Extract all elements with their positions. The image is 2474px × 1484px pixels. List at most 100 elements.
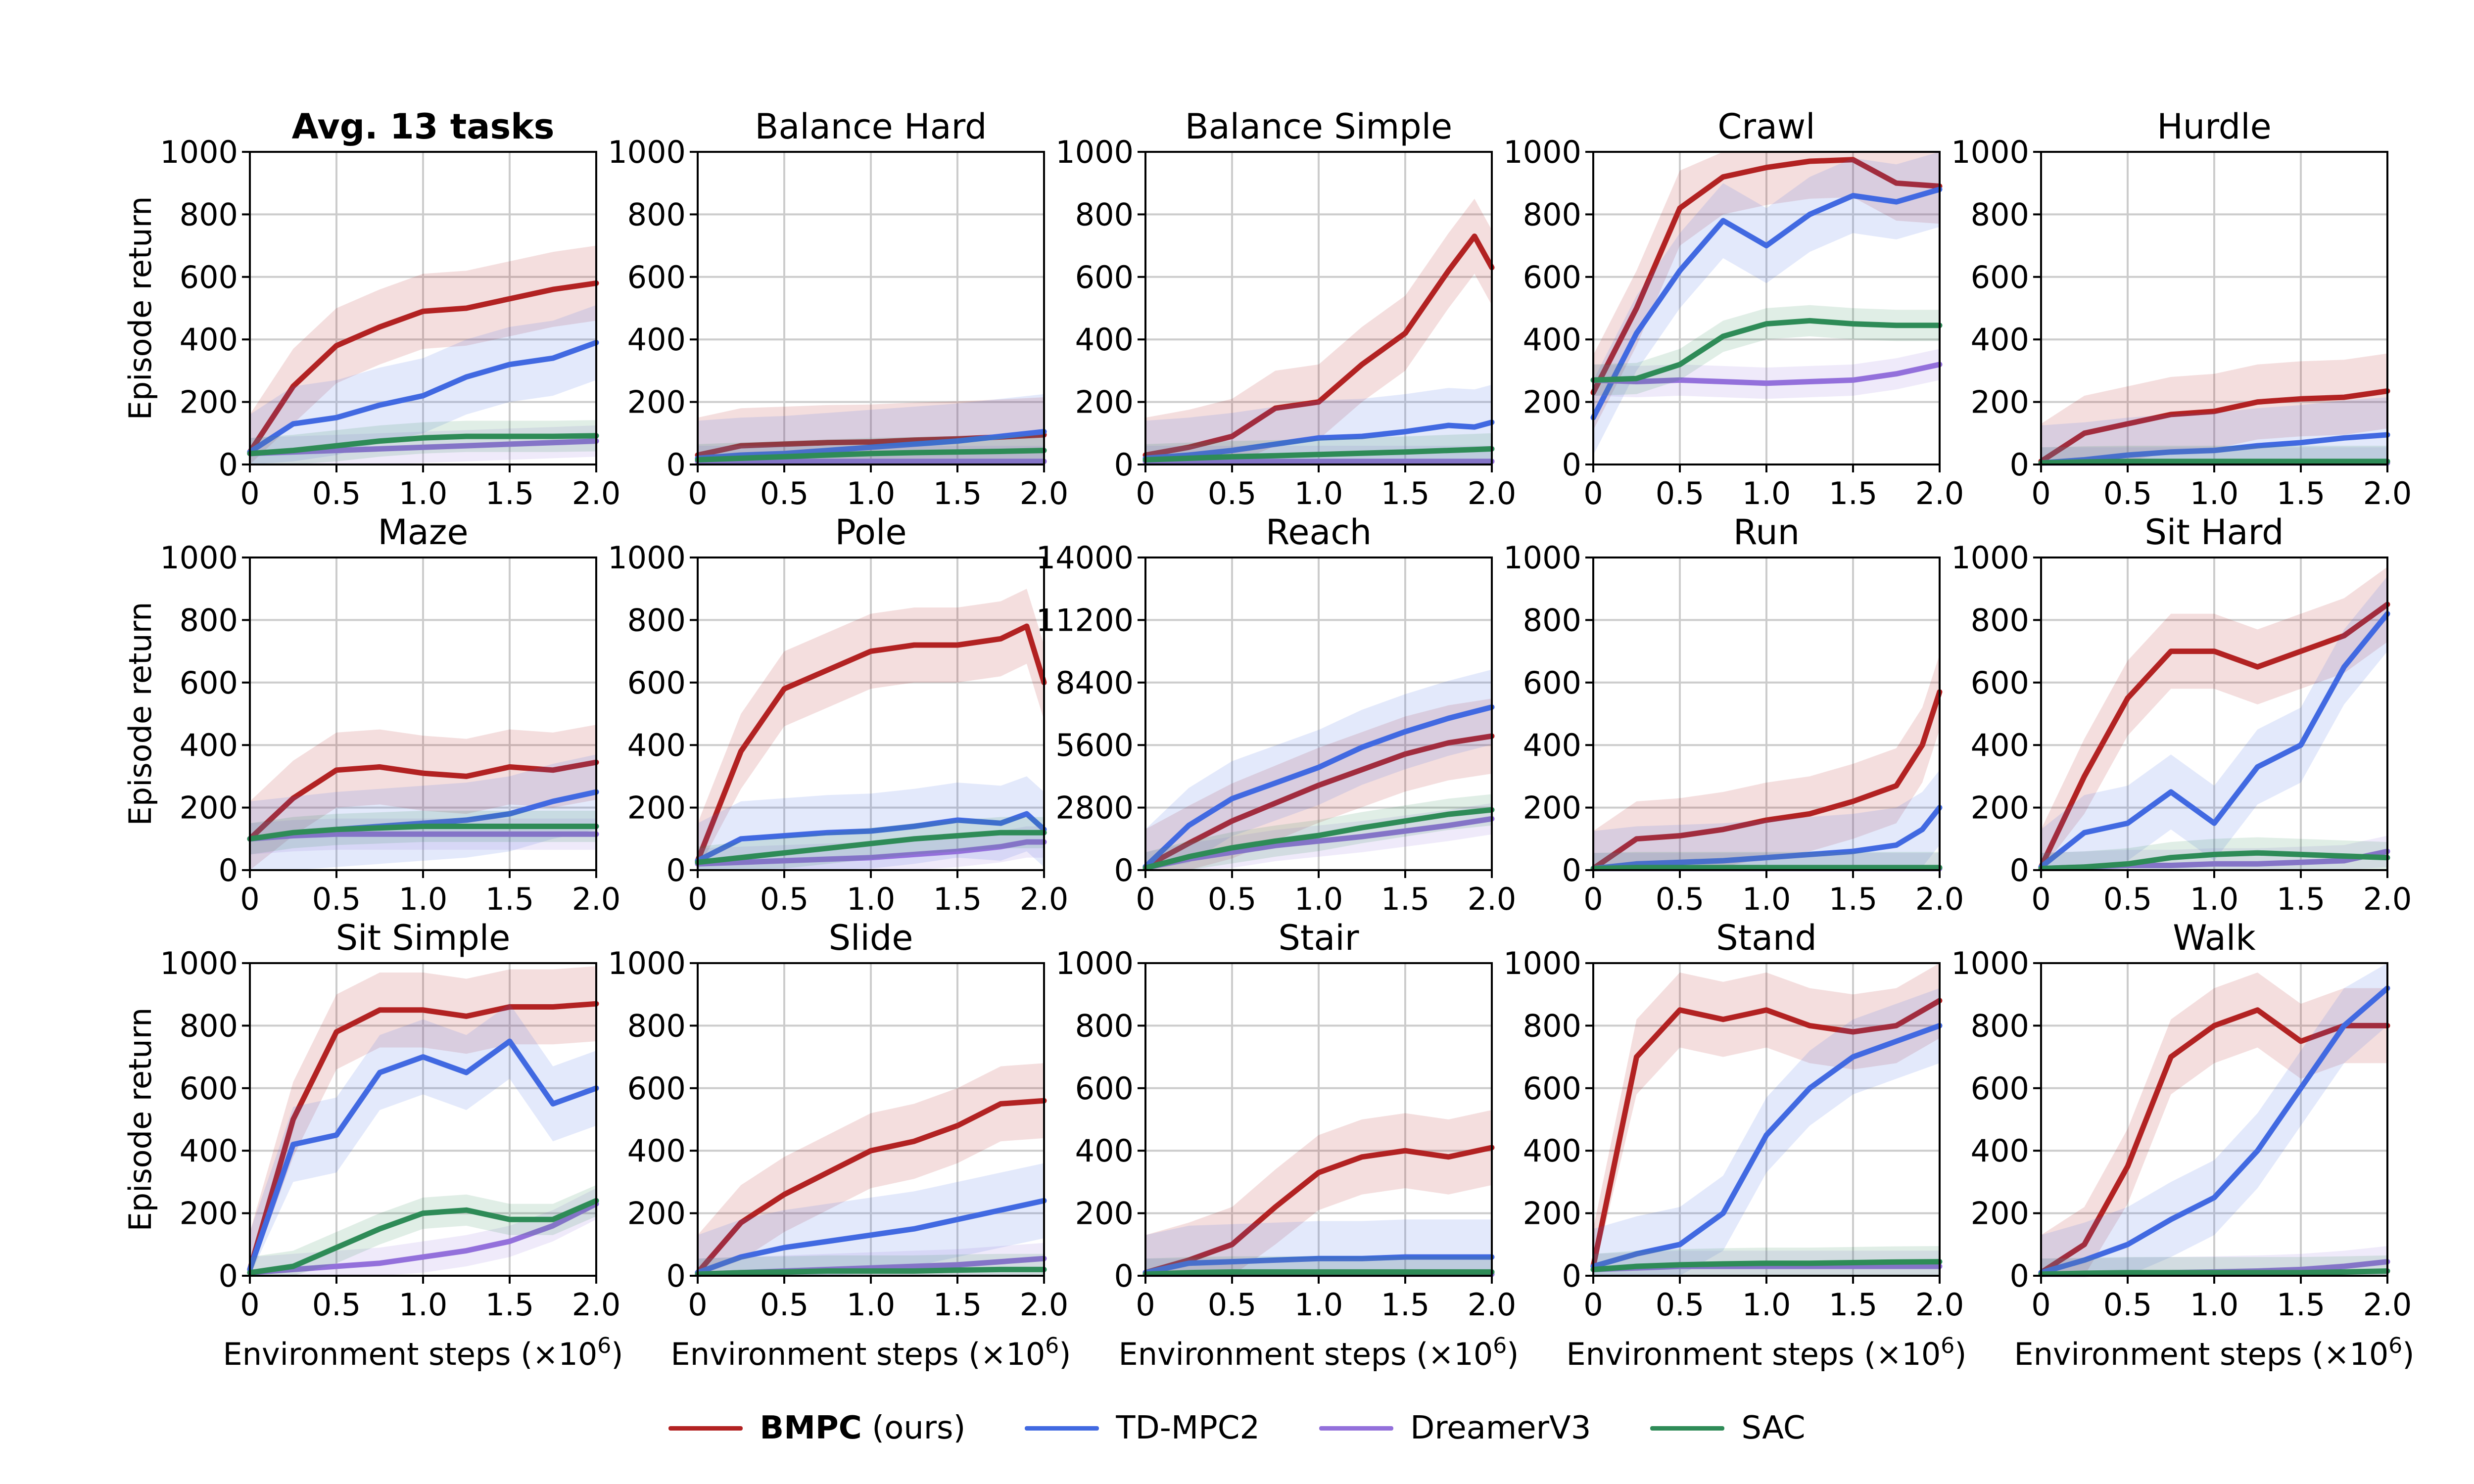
band-sac (250, 1185, 596, 1276)
legend-swatch-bmpc (668, 1426, 743, 1431)
line-tdmpc2 (2038, 985, 2390, 1276)
y-tick-label: 800 (1971, 602, 2029, 638)
x-tick-label: 0.5 (760, 881, 809, 917)
x-tick-label: 1.0 (1742, 475, 1791, 511)
x-tick-label: 1.5 (1829, 1287, 1878, 1323)
y-tick-label: 400 (1075, 1133, 1134, 1169)
x-tick-label: 1.0 (847, 1287, 896, 1323)
subplot-5: 0 0.5 1.0 1.5 2.0 0 200 400 600 800 1000 Hurdle (1951, 106, 2412, 511)
x-tick-label: 0.5 (2103, 881, 2152, 917)
y-tick-label: 200 (1523, 384, 1581, 420)
legend-item-tdmpc2: TD-MPC2 (1025, 1410, 1260, 1446)
y-tick-label: 800 (627, 196, 686, 232)
x-tick-label: 2.0 (1915, 1287, 1964, 1323)
x-tick-label: 0.5 (312, 475, 361, 511)
y-tick-label: 400 (1971, 727, 2029, 763)
x-tick-label: 0 (1136, 881, 1155, 917)
x-tick-label: 0.5 (760, 475, 809, 511)
x-tick-label: 1.0 (2190, 1287, 2239, 1323)
x-tick-label: 1.0 (847, 475, 896, 511)
figure: 0 0.5 1.0 1.5 2.0 0 200 400 600 800 1000 Avg. 13 ta… (122, 106, 2414, 1372)
line-sac (1142, 1269, 1495, 1277)
line-sac (2038, 459, 2390, 466)
subplot-title: Avg. 13 tasks (292, 106, 555, 147)
y-tick-label: 600 (627, 665, 686, 701)
y-tick-label: 1000 (1951, 540, 2029, 576)
x-tick-label: 2.0 (2363, 475, 2412, 511)
y-tick-label: 0 (2010, 852, 2029, 888)
y-tick-label: 0 (1114, 447, 1134, 483)
x-tick-label: 0 (240, 881, 259, 917)
y-tick-label: 200 (1971, 790, 2029, 826)
x-tick-label: 1.5 (485, 1287, 534, 1323)
y-tick-label: 400 (180, 322, 238, 358)
line-bmpc (1142, 733, 1495, 870)
line-bmpc (2038, 388, 2390, 464)
subplot-title: Stair (1278, 918, 1359, 958)
y-tick-label: 0 (1114, 1258, 1134, 1294)
x-tick-label: 2.0 (1468, 881, 1517, 917)
y-tick-label: 400 (180, 1133, 238, 1169)
subplot-title: Sit Simple (336, 918, 511, 958)
y-tick-label: 600 (1971, 259, 2029, 295)
line-bmpc (247, 1001, 599, 1272)
band-bmpc (2041, 973, 2387, 1276)
band-bmpc (250, 725, 596, 870)
x-tick-label: 2.0 (1020, 475, 1069, 511)
y-tick-label: 600 (1971, 1070, 2029, 1107)
subplot-10: 0 0.5 1.0 1.5 2.0 0 200 400 600 800 1000 Sit Hard (1951, 512, 2412, 917)
y-tick-label: 400 (1075, 322, 1134, 358)
band-bmpc (2041, 567, 2387, 870)
y-axis-label: Episode return (122, 1008, 158, 1232)
legend-label-sac: SAC (1741, 1410, 1806, 1446)
y-tick-label: 400 (1971, 322, 2029, 358)
x-tick-label: 2.0 (1915, 881, 1964, 917)
x-tick-label: 0 (1583, 475, 1603, 511)
band-dreamerv3 (1593, 349, 1940, 399)
y-tick-label: 800 (1075, 1008, 1134, 1044)
subplot-title: Maze (378, 512, 468, 553)
line-sac (2038, 1268, 2390, 1277)
y-tick-label: 0 (2010, 1258, 2029, 1294)
subplot-title: Pole (835, 512, 906, 553)
line-bmpc (2038, 1007, 2390, 1276)
y-tick-label: 800 (627, 602, 686, 638)
subplot-title: Run (1733, 512, 1800, 553)
subplot-11: 0 0.5 1.0 1.5 2.0 0 200 400 600 800 1000 Sit Simple… (122, 918, 623, 1372)
x-tick-label: 1.5 (933, 881, 982, 917)
legend: BMPC (ours) TD-MPC2 DreamerV3 SAC (0, 1410, 2474, 1446)
line-tdmpc2 (695, 429, 1047, 461)
x-tick-label: 1.0 (2190, 881, 2239, 917)
y-tick-label: 11200 (1036, 602, 1134, 638)
y-tick-label: 1000 (160, 540, 238, 576)
y-tick-label: 600 (627, 1070, 686, 1107)
subplot-13: 0 0.5 1.0 1.5 2.0 0 200 400 600 800 1000 Stair Envir… (1055, 918, 1519, 1372)
y-tick-label: 5600 (1055, 727, 1134, 763)
y-tick-label: 600 (1523, 259, 1581, 295)
x-tick-label: 0.5 (312, 1287, 361, 1323)
x-tick-label: 0.5 (1656, 475, 1705, 511)
y-tick-label: 200 (1075, 1196, 1134, 1232)
x-tick-label: 0 (240, 1287, 259, 1323)
line-sac (1590, 865, 1943, 872)
x-tick-label: 2.0 (1915, 475, 1964, 511)
line-tdmpc2 (1590, 805, 1943, 872)
y-tick-label: 200 (1523, 1196, 1581, 1232)
y-tick-label: 200 (180, 384, 238, 420)
x-tick-label: 0 (1583, 881, 1603, 917)
legend-swatch-tdmpc2 (1025, 1426, 1099, 1431)
x-tick-label: 1.0 (2190, 475, 2239, 511)
x-tick-label: 1.5 (1829, 475, 1878, 511)
line-bmpc (695, 1098, 1047, 1276)
y-tick-label: 1000 (1055, 134, 1134, 170)
y-tick-label: 0 (219, 447, 238, 483)
x-tick-label: 1.5 (1829, 881, 1878, 917)
line-bmpc (247, 280, 599, 455)
x-tick-label: 2.0 (572, 1287, 621, 1323)
band-tdmpc2 (2041, 397, 2387, 464)
subplot-15: 0 0.5 1.0 1.5 2.0 0 200 400 600 800 1000 Walk Enviro… (1951, 918, 2414, 1372)
y-tick-label: 1000 (1055, 945, 1134, 981)
y-tick-label: 600 (1523, 1070, 1581, 1107)
x-tick-label: 1.5 (933, 475, 982, 511)
y-tick-label: 1000 (608, 945, 686, 981)
